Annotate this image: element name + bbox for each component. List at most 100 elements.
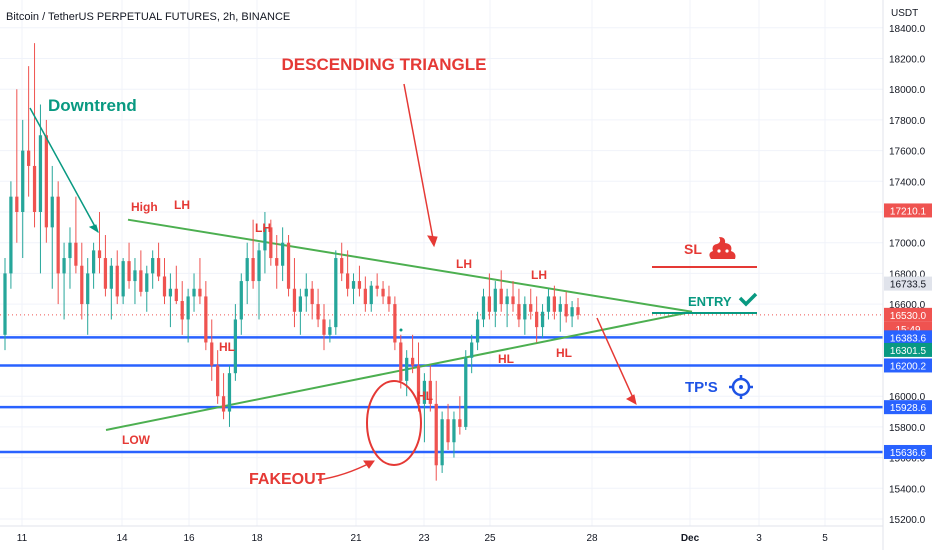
candle-body: [410, 357, 415, 366]
fakeout-arrowhead: [363, 460, 375, 469]
trendlines: [105, 218, 693, 431]
candle-body: [286, 242, 291, 289]
x-tick-label: 25: [484, 533, 496, 544]
candle-body: [127, 261, 131, 282]
y-tick-label: 17800.0: [889, 116, 926, 127]
price-tag-label: 16301.5: [890, 346, 927, 357]
down-arrowhead: [625, 394, 637, 405]
candle-body: [91, 250, 96, 274]
candle-body: [529, 304, 533, 312]
candle-body: [3, 273, 7, 335]
candle-body: [15, 196, 19, 212]
candle-body: [375, 285, 379, 289]
candle-body: [298, 296, 302, 312]
candle-body: [21, 150, 25, 212]
candle-body: [56, 196, 60, 274]
candle-body: [487, 296, 492, 312]
lh-label: LH: [174, 198, 190, 212]
candle-body: [511, 296, 515, 305]
poop-icon: [709, 237, 736, 259]
candle-body: [292, 288, 297, 312]
candle-body: [269, 227, 273, 259]
candle-body: [434, 403, 438, 466]
candle-body: [523, 304, 527, 320]
price-tag-bg: [884, 307, 932, 322]
annotations: Downtrend DESCENDING TRIANGLE High LH LH LH LH…: [29, 55, 758, 488]
candle-body: [38, 135, 43, 212]
downtrend-arrowhead: [88, 224, 99, 234]
y-tick-label: 17600.0: [889, 147, 926, 158]
candle-body: [281, 242, 285, 266]
candle-body: [174, 288, 178, 302]
down-arrow: [596, 317, 635, 401]
candle-body: [558, 304, 562, 312]
price-tag-label: 15928.6: [890, 403, 927, 414]
hl-label: HL: [556, 346, 572, 360]
poop-icon-eye: [717, 249, 721, 253]
price-tag-label: 16200.2: [890, 361, 927, 372]
price-axis: 15200.0 15400.0 15600.0 15800.0 16000.0 16200…: [882, 0, 932, 550]
x-tick-label: 18: [251, 533, 263, 544]
candle-body: [304, 288, 308, 297]
candle-body: [399, 342, 403, 381]
candle-body: [216, 365, 220, 397]
support-trendline: [105, 310, 693, 431]
candle-body: [9, 196, 13, 274]
candle-body: [86, 273, 90, 305]
entry-label: ENTRY: [688, 294, 732, 309]
high-label: High: [131, 200, 158, 214]
candle-body: [357, 281, 362, 289]
candle-body: [440, 419, 444, 466]
candle-body: [227, 373, 232, 412]
descending-triangle-label: DESCENDING TRIANGLE: [282, 55, 487, 74]
x-tick-label: 14: [116, 533, 128, 544]
y-tick-label: 18200.0: [889, 55, 926, 66]
candle-body: [446, 419, 450, 443]
x-tick-label: Dec: [681, 533, 700, 544]
downtrend-arrow: [29, 107, 99, 233]
candle-body: [345, 273, 350, 289]
chart-title: Bitcoin / TetherUS PERPETUAL FUTURES, 2h…: [6, 11, 290, 23]
hl-label: HL: [498, 352, 514, 366]
candle-body: [80, 265, 84, 305]
candle-body: [275, 258, 279, 266]
price-tag-label: 16530.0: [890, 311, 927, 322]
price-tag-bg: [884, 358, 932, 373]
y-tick-label: 16800.0: [889, 269, 926, 280]
fakeout-circle: [366, 380, 422, 466]
target-icon-center: [739, 385, 743, 389]
x-tick-label: 16: [183, 533, 195, 544]
currency-label: USDT: [891, 8, 918, 19]
candle-body: [428, 380, 432, 404]
candle-body: [233, 319, 238, 374]
marker-dot: [399, 328, 403, 332]
price-tag-bg: [884, 330, 932, 345]
candle-body: [74, 242, 78, 266]
candle-body: [186, 296, 190, 320]
candle-body: [168, 288, 173, 297]
candle-body: [139, 270, 143, 292]
candle-body: [481, 296, 486, 320]
resistance-trendline: [127, 218, 693, 313]
candle-body: [387, 296, 391, 305]
x-tick-label: 28: [586, 533, 598, 544]
y-tick-label: 17400.0: [889, 177, 926, 188]
candlesticks: [3, 43, 580, 481]
price-tag-bg: [884, 444, 932, 459]
candle-body: [245, 258, 249, 282]
candle-body: [257, 250, 261, 282]
candle-body: [198, 288, 202, 297]
y-tick-label: 15600.0: [889, 454, 926, 465]
candle-body: [458, 419, 462, 427]
candle-body: [151, 258, 155, 274]
candle-body: [546, 296, 551, 312]
candle-body: [210, 342, 214, 366]
low-label: LOW: [122, 433, 151, 447]
candle-body: [68, 242, 72, 259]
lh-label: LH: [456, 257, 472, 271]
candle-body: [564, 304, 568, 317]
candle-body: [133, 270, 137, 282]
target-icon-ticks: [729, 375, 753, 399]
candle-body: [517, 304, 521, 320]
